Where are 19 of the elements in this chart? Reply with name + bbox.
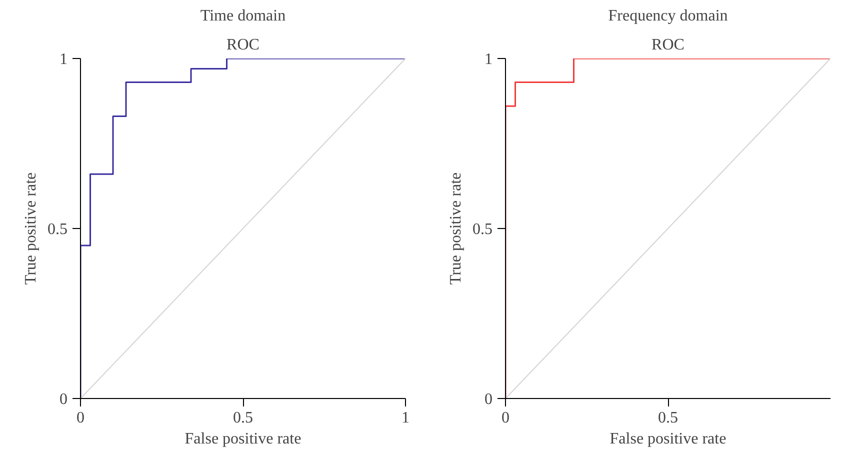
chart-title: Frequency domain — [608, 8, 728, 24]
x-tick-label: 0 — [502, 410, 510, 426]
y-axis-title: True positive rate — [448, 172, 464, 285]
y-tick-label: 0.5 — [472, 221, 492, 238]
x-axis-title: False positive rate — [610, 430, 726, 448]
y-tick-label: 0 — [60, 391, 68, 408]
x-tick-label: 0 — [76, 410, 84, 426]
chart-subtitle: ROC — [226, 36, 260, 54]
y-tick-label: 0 — [484, 391, 492, 408]
x-tick-label: 1 — [402, 410, 410, 426]
y-axis-title: True positive rate — [22, 172, 40, 285]
y-tick-label: 0.5 — [48, 221, 68, 238]
x-tick-label: 0.5 — [658, 410, 678, 426]
x-tick-label: 0.5 — [233, 410, 253, 426]
y-tick-label: 1 — [484, 51, 492, 68]
chart-title: Time domain — [200, 8, 286, 24]
x-axis-title: False positive rate — [184, 430, 302, 448]
y-tick-label: 1 — [60, 51, 68, 68]
chart-subtitle: ROC — [652, 36, 684, 54]
